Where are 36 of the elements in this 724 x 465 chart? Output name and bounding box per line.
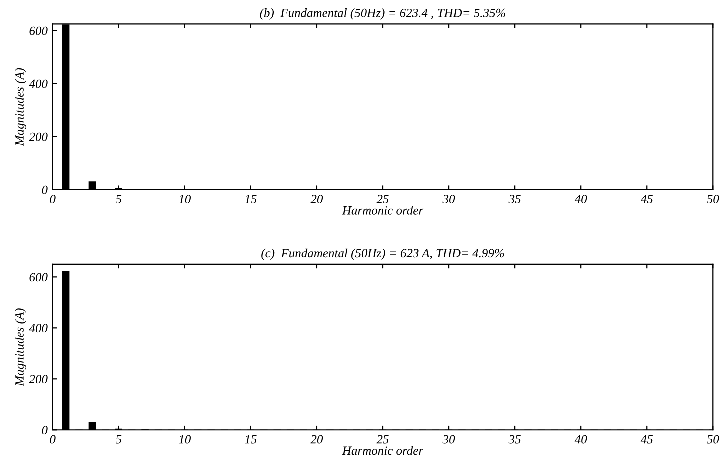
x-tick-label: 10 — [179, 435, 191, 444]
x-axis-title: Harmonic order — [342, 206, 424, 215]
y-tick-label: 400 — [29, 80, 48, 88]
y-tick-label: 200 — [29, 375, 48, 384]
chart-title: (b) Fundamental (50Hz) = 623.4 , THD= 5.35% — [260, 8, 506, 20]
x-tick-label: 30 — [442, 435, 456, 444]
chart-title: (c) Fundamental (50Hz) = 623 A, THD= 4.99% — [262, 248, 504, 260]
x-tick-label: 45 — [640, 195, 653, 204]
x-tick-label: 15 — [245, 435, 257, 444]
x-tick-label: 10 — [179, 195, 191, 204]
y-tick-label: 600 — [30, 26, 48, 36]
x-tick-label: 40 — [574, 195, 588, 204]
x-tick-label: 5 — [116, 195, 122, 204]
x-tick-label: 30 — [442, 195, 456, 204]
x-tick-label: 0 — [50, 195, 56, 204]
x-tick-label: 25 — [376, 435, 389, 444]
y-axis-title: Magnitudes (A) — [15, 308, 26, 386]
x-tick-label: 40 — [574, 435, 588, 444]
y-tick-label: 200 — [29, 132, 48, 142]
y-axis-title: Magnitudes (A) — [15, 68, 26, 146]
x-tick-label: 25 — [376, 195, 389, 204]
x-tick-label: 15 — [245, 195, 257, 204]
x-axis-title: Harmonic order — [342, 446, 424, 456]
x-tick-label: 5 — [116, 435, 122, 444]
y-tick-label: 0 — [42, 186, 48, 194]
x-tick-label: 50 — [707, 195, 720, 204]
x-tick-label: 20 — [310, 195, 324, 204]
x-tick-label: 35 — [508, 195, 521, 204]
x-tick-label: 45 — [640, 435, 653, 444]
x-tick-label: 50 — [707, 435, 720, 444]
y-tick-label: 600 — [30, 273, 48, 282]
y-tick-label: 400 — [29, 324, 48, 333]
x-tick-label: 35 — [508, 435, 521, 444]
x-tick-label: 20 — [310, 435, 324, 444]
y-tick-label: 0 — [42, 426, 48, 435]
x-tick-label: 0 — [50, 435, 56, 444]
